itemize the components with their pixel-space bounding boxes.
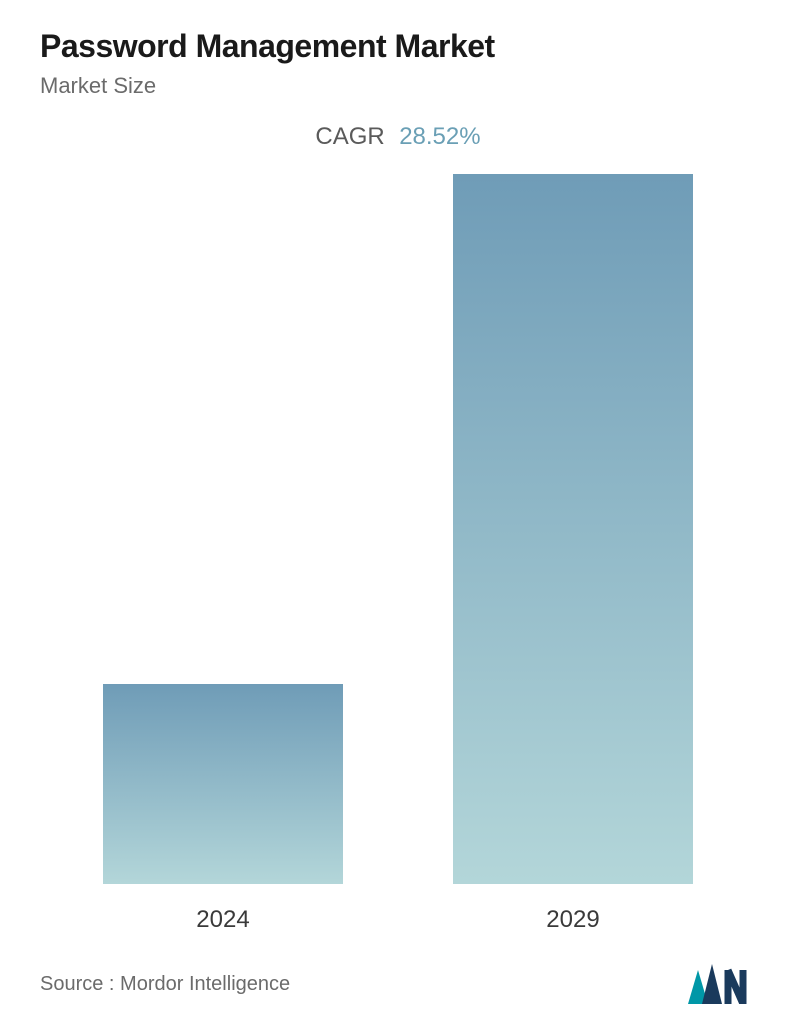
brand-logo — [688, 964, 756, 1004]
footer: Source : Mordor Intelligence — [40, 934, 756, 1014]
source-text: Source : Mordor Intelligence — [40, 973, 290, 996]
bar-label: 2024 — [196, 906, 249, 934]
bar-group: 2029 — [453, 174, 693, 934]
bar — [453, 174, 693, 884]
bar-group: 2024 — [103, 684, 343, 934]
cagr-row: CAGR 28.52% — [40, 123, 756, 151]
page-subtitle: Market Size — [40, 73, 756, 99]
chart-area: 2024 2029 — [40, 159, 756, 934]
cagr-value: 28.52% — [399, 123, 480, 150]
page-title: Password Management Market — [40, 28, 756, 65]
logo-icon — [688, 964, 756, 1004]
cagr-label: CAGR — [315, 123, 384, 150]
chart-container: Password Management Market Market Size C… — [0, 0, 796, 1034]
bar-label: 2029 — [546, 906, 599, 934]
bar — [103, 684, 343, 884]
